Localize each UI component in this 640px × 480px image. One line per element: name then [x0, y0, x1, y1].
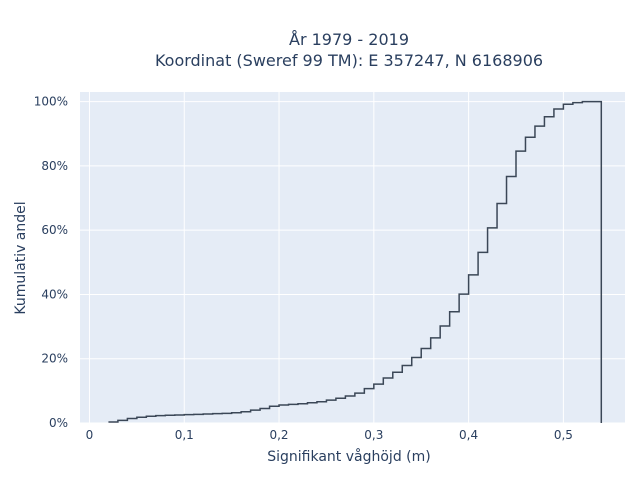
y-tick-label: 20% — [41, 352, 68, 366]
x-tick-label: 0 — [86, 428, 94, 442]
x-tick-label: 0,5 — [554, 428, 573, 442]
x-axis-title: Signifikant våghöjd (m) — [267, 448, 430, 465]
grid — [80, 92, 625, 424]
cumulative-distribution-line — [108, 100, 603, 423]
plot-area — [80, 92, 625, 423]
chart-title-line-2: Koordinat (Sweref 99 TM): E 357247, N 61… — [155, 51, 543, 70]
chart-title-line-1: År 1979 - 2019 — [289, 30, 409, 49]
y-tick-label: 40% — [41, 287, 68, 301]
y-axis-ticks: 0% 20% 40% 60% 80% 100% — [34, 95, 68, 430]
y-tick-label: 0% — [49, 416, 68, 430]
x-tick-label: 0,4 — [459, 428, 478, 442]
x-tick-label: 0,2 — [269, 428, 288, 442]
x-axis-ticks: 0 0,1 0,2 0,3 0,4 0,5 — [86, 428, 573, 442]
x-tick-label: 0,3 — [364, 428, 383, 442]
y-tick-label: 100% — [34, 95, 68, 109]
y-tick-label: 60% — [41, 223, 68, 237]
y-axis-title: Kumulativ andel — [13, 201, 29, 314]
y-tick-label: 80% — [41, 159, 68, 173]
x-tick-label: 0,1 — [175, 428, 194, 442]
